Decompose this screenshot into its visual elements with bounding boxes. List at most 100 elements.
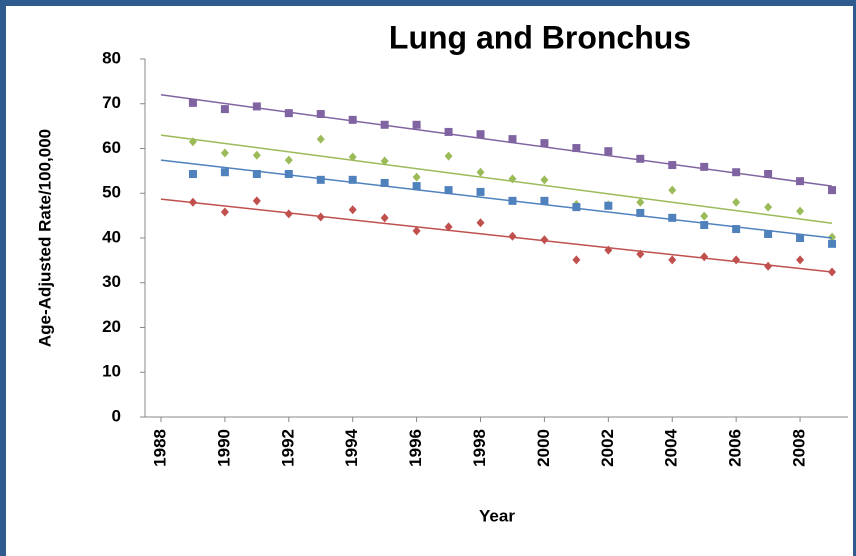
point <box>412 120 421 129</box>
point <box>828 239 837 248</box>
point <box>668 185 677 195</box>
point <box>476 218 485 228</box>
point <box>764 202 773 212</box>
x-tick-label: 1998 <box>470 429 489 467</box>
point <box>188 137 197 147</box>
y-tick-label: 0 <box>112 406 121 425</box>
point <box>252 170 261 179</box>
point <box>220 207 229 217</box>
trend-line <box>160 198 833 273</box>
y-axis-label: Age-Adjusted Rate/100,000 <box>35 129 54 347</box>
point <box>444 127 453 136</box>
point <box>796 255 805 265</box>
point <box>380 156 389 166</box>
y-tick-label: 30 <box>102 272 121 291</box>
point <box>732 225 741 234</box>
point <box>668 161 677 170</box>
y-tick-label: 70 <box>102 93 121 112</box>
point <box>828 232 837 242</box>
point <box>604 147 613 156</box>
point <box>188 98 197 107</box>
point <box>348 115 357 124</box>
point <box>508 231 517 241</box>
x-tick-label: 2000 <box>534 429 553 467</box>
point <box>540 175 549 185</box>
x-tick-label: 1990 <box>214 429 233 467</box>
point <box>508 196 517 205</box>
point <box>380 213 389 223</box>
point <box>540 235 549 245</box>
x-tick-label: 1994 <box>342 428 361 466</box>
point <box>828 186 837 195</box>
point <box>700 162 709 171</box>
point <box>316 110 325 119</box>
x-tick-label: 1992 <box>278 429 297 467</box>
point <box>348 152 357 162</box>
point <box>348 205 357 215</box>
point <box>572 203 581 212</box>
x-tick-label: 2004 <box>662 428 681 466</box>
point <box>540 139 549 148</box>
point <box>636 197 645 207</box>
point <box>316 134 325 144</box>
point <box>476 167 485 177</box>
x-tick-label: 1988 <box>150 429 169 467</box>
point <box>700 252 709 262</box>
point <box>476 130 485 139</box>
point <box>796 177 805 186</box>
y-tick-label: 50 <box>102 183 121 202</box>
trend-line <box>160 134 833 224</box>
point <box>796 206 805 216</box>
point <box>252 150 261 160</box>
x-tick-label: 2002 <box>598 429 617 467</box>
point <box>636 249 645 259</box>
point <box>444 186 453 195</box>
point <box>316 212 325 222</box>
point <box>444 222 453 232</box>
y-tick-label: 40 <box>102 227 121 246</box>
point <box>380 120 389 129</box>
point <box>316 175 325 184</box>
point <box>828 267 837 277</box>
point <box>572 144 581 153</box>
point <box>732 168 741 177</box>
point <box>636 208 645 217</box>
point <box>284 109 293 118</box>
point <box>412 182 421 191</box>
point <box>796 234 805 242</box>
point <box>220 105 229 114</box>
y-tick-label: 60 <box>102 138 121 157</box>
point <box>284 155 293 165</box>
point <box>636 154 645 163</box>
point <box>444 151 453 161</box>
background <box>6 6 853 556</box>
point <box>220 168 229 177</box>
trend-line <box>160 94 833 187</box>
point <box>732 197 741 207</box>
point <box>764 261 773 271</box>
point <box>252 102 261 111</box>
point <box>572 255 581 265</box>
point <box>284 170 293 179</box>
point <box>508 174 517 184</box>
y-tick-label: 80 <box>102 48 121 67</box>
point <box>540 196 549 205</box>
point <box>188 170 197 179</box>
point <box>284 209 293 219</box>
point <box>604 245 613 255</box>
x-tick-label: 2006 <box>726 429 745 467</box>
point <box>188 197 197 207</box>
point <box>476 187 485 196</box>
point <box>668 213 677 222</box>
point <box>764 229 773 238</box>
x-tick-label: 1996 <box>406 429 425 467</box>
point <box>764 170 773 179</box>
point <box>252 196 261 206</box>
point <box>220 148 229 158</box>
point <box>700 221 709 230</box>
y-tick-label: 20 <box>102 317 121 336</box>
point <box>508 135 517 144</box>
point <box>380 178 389 187</box>
